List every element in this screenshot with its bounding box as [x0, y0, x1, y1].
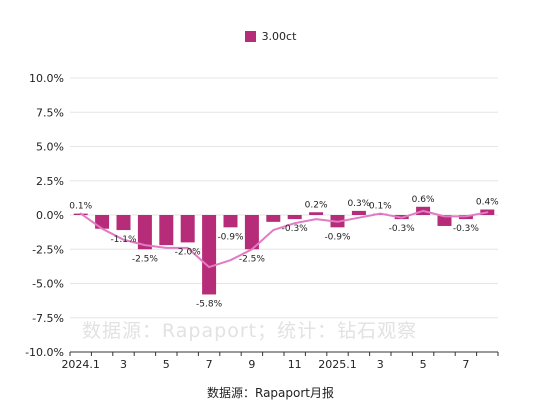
x-tick-label: 5	[420, 358, 427, 371]
y-tick-label: 0.0%	[36, 209, 64, 222]
legend-swatch	[244, 31, 256, 42]
y-tick-label: 5.0%	[36, 141, 64, 154]
x-tick-label: 3	[377, 358, 384, 371]
x-tick-label: 7	[462, 358, 469, 371]
y-tick-label: 10.0%	[29, 72, 64, 85]
data-label: -1.1%	[110, 235, 137, 245]
x-tick-label: 2025.1	[318, 358, 357, 371]
data-label: -0.9%	[217, 232, 244, 242]
source-caption: 数据源：Rapaport月报	[207, 386, 334, 400]
data-label: -0.3%	[453, 224, 480, 234]
data-label: 0.6%	[412, 195, 435, 205]
data-label: 0.1%	[369, 202, 392, 212]
y-tick-label: -5.0%	[32, 278, 64, 291]
bar	[159, 215, 174, 246]
bar	[116, 215, 131, 231]
x-tick-label: 5	[163, 358, 170, 371]
bar	[137, 215, 152, 250]
trend-line	[79, 209, 489, 269]
x-tick-label: 2024.1	[61, 358, 100, 371]
data-label: -5.8%	[196, 299, 223, 309]
bar	[309, 212, 324, 215]
data-label: -2.0%	[175, 247, 202, 257]
data-label: -0.3%	[389, 224, 416, 234]
data-label: -0.3%	[282, 224, 309, 234]
bar	[351, 210, 366, 215]
bar	[202, 215, 217, 295]
data-label: 0.1%	[69, 202, 92, 212]
bar	[223, 215, 238, 228]
data-label: -2.5%	[239, 254, 266, 264]
x-tick-label: 9	[248, 358, 255, 371]
legend-label: 3.00ct	[261, 30, 297, 43]
bar	[180, 215, 195, 243]
bar	[244, 215, 259, 250]
watermark: 数据源：Rapaport；统计：钻石观察	[82, 320, 418, 342]
y-tick-label: -2.5%	[32, 243, 64, 256]
y-tick-label: -10.0%	[25, 346, 64, 359]
y-tick-label: 2.5%	[36, 175, 64, 188]
legend: 3.00ct	[0, 30, 541, 43]
data-label: 0.3%	[347, 199, 370, 209]
bar	[437, 215, 452, 226]
y-tick-label: 7.5%	[36, 106, 64, 119]
data-label: 0.2%	[305, 200, 328, 210]
x-tick-label: 3	[120, 358, 127, 371]
data-label: 0.4%	[476, 198, 499, 208]
data-label: -0.9%	[324, 232, 351, 242]
data-label: -2.5%	[132, 254, 159, 264]
bar	[287, 215, 302, 220]
bar	[266, 215, 281, 222]
x-tick-label: 11	[288, 358, 302, 371]
y-tick-label: -7.5%	[32, 312, 64, 325]
x-tick-label: 7	[206, 358, 213, 371]
bar	[95, 215, 110, 229]
